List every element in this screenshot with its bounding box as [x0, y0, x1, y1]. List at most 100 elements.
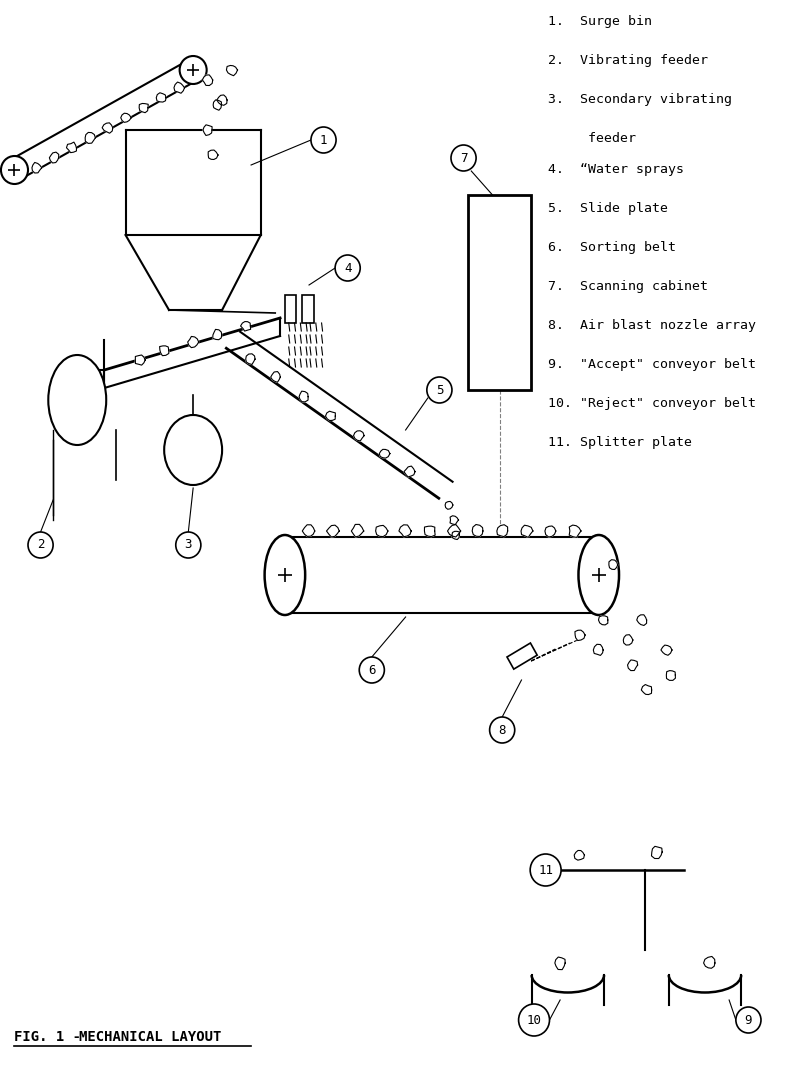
Circle shape	[490, 717, 514, 743]
Polygon shape	[555, 957, 565, 970]
Polygon shape	[609, 560, 618, 570]
Polygon shape	[598, 616, 608, 624]
Polygon shape	[404, 466, 415, 476]
Ellipse shape	[48, 355, 106, 445]
Ellipse shape	[265, 535, 305, 615]
Polygon shape	[203, 124, 212, 135]
Polygon shape	[213, 100, 222, 111]
Polygon shape	[270, 371, 280, 382]
Polygon shape	[139, 103, 148, 113]
Polygon shape	[226, 65, 238, 76]
Text: 1.  Surge bin: 1. Surge bin	[547, 15, 651, 28]
Polygon shape	[351, 525, 364, 536]
Polygon shape	[241, 322, 250, 332]
Polygon shape	[642, 685, 652, 694]
Polygon shape	[160, 346, 169, 355]
Text: 7: 7	[460, 151, 467, 164]
Polygon shape	[445, 501, 453, 510]
Polygon shape	[102, 122, 113, 133]
Text: 4: 4	[344, 262, 351, 275]
Bar	[285, 295, 297, 323]
Polygon shape	[575, 630, 585, 641]
Polygon shape	[399, 525, 411, 536]
Text: 3: 3	[185, 539, 192, 552]
Circle shape	[427, 377, 452, 403]
Text: 9: 9	[745, 1014, 752, 1027]
Circle shape	[359, 657, 384, 684]
Text: feeder: feeder	[547, 132, 635, 145]
Bar	[468, 195, 531, 389]
Text: 6.  Sorting belt: 6. Sorting belt	[547, 241, 675, 254]
Polygon shape	[704, 956, 715, 968]
Text: 1: 1	[320, 133, 327, 147]
Circle shape	[28, 532, 53, 558]
Polygon shape	[50, 152, 58, 163]
Polygon shape	[246, 354, 255, 365]
Text: 7.  Scanning cabinet: 7. Scanning cabinet	[547, 280, 707, 293]
Polygon shape	[326, 411, 335, 421]
Text: 8: 8	[498, 723, 506, 736]
Polygon shape	[623, 635, 633, 645]
Polygon shape	[574, 851, 584, 861]
Circle shape	[451, 145, 476, 171]
Text: 3.  Secondary vibrating: 3. Secondary vibrating	[547, 93, 731, 106]
Circle shape	[311, 127, 336, 153]
Polygon shape	[326, 525, 339, 536]
Polygon shape	[651, 847, 662, 858]
Text: 4.  “Water sprays: 4. “Water sprays	[547, 163, 683, 176]
Polygon shape	[594, 644, 603, 656]
Polygon shape	[217, 94, 227, 105]
Polygon shape	[497, 525, 508, 536]
Bar	[302, 295, 314, 323]
Text: 6: 6	[368, 663, 375, 676]
Polygon shape	[208, 150, 218, 160]
Polygon shape	[188, 337, 198, 348]
Text: FIG. 1 -: FIG. 1 -	[14, 1030, 90, 1044]
Circle shape	[180, 56, 206, 84]
Polygon shape	[545, 526, 556, 536]
Polygon shape	[299, 392, 308, 402]
Polygon shape	[452, 531, 460, 540]
Polygon shape	[121, 114, 131, 122]
Text: 5: 5	[436, 383, 443, 397]
Text: 11. Splitter plate: 11. Splitter plate	[547, 436, 691, 449]
Text: 5.  Slide plate: 5. Slide plate	[547, 202, 667, 215]
Circle shape	[518, 1004, 550, 1037]
Polygon shape	[135, 355, 146, 365]
Text: 9.  "Accept" conveyor belt: 9. "Accept" conveyor belt	[547, 358, 755, 371]
Polygon shape	[66, 142, 77, 152]
Polygon shape	[447, 525, 461, 536]
Polygon shape	[472, 525, 483, 536]
Text: 11: 11	[538, 864, 553, 877]
Polygon shape	[302, 525, 314, 536]
Circle shape	[335, 255, 360, 281]
Polygon shape	[379, 450, 390, 458]
Polygon shape	[627, 660, 638, 671]
Polygon shape	[213, 329, 222, 340]
Circle shape	[736, 1006, 761, 1033]
Polygon shape	[521, 525, 533, 538]
Polygon shape	[637, 615, 646, 626]
Polygon shape	[425, 526, 435, 536]
Text: 2.  Vibrating feeder: 2. Vibrating feeder	[547, 54, 707, 67]
Ellipse shape	[164, 415, 222, 485]
Polygon shape	[85, 132, 95, 144]
Polygon shape	[354, 430, 364, 441]
Polygon shape	[174, 82, 185, 93]
Text: 10: 10	[526, 1014, 542, 1027]
Circle shape	[176, 532, 201, 558]
Text: 8.  Air blast nozzle array: 8. Air blast nozzle array	[547, 319, 755, 332]
Text: MECHANICAL LAYOUT: MECHANICAL LAYOUT	[79, 1030, 222, 1044]
Polygon shape	[666, 671, 675, 680]
Bar	[507, 643, 537, 670]
Polygon shape	[32, 162, 42, 173]
Polygon shape	[661, 645, 672, 656]
Ellipse shape	[578, 535, 619, 615]
Circle shape	[1, 156, 28, 183]
Polygon shape	[156, 92, 166, 102]
Bar	[285, 536, 598, 613]
Text: 10. "Reject" conveyor belt: 10. "Reject" conveyor belt	[547, 397, 755, 410]
Text: 2: 2	[37, 539, 44, 552]
Polygon shape	[202, 75, 213, 86]
Circle shape	[530, 854, 561, 886]
